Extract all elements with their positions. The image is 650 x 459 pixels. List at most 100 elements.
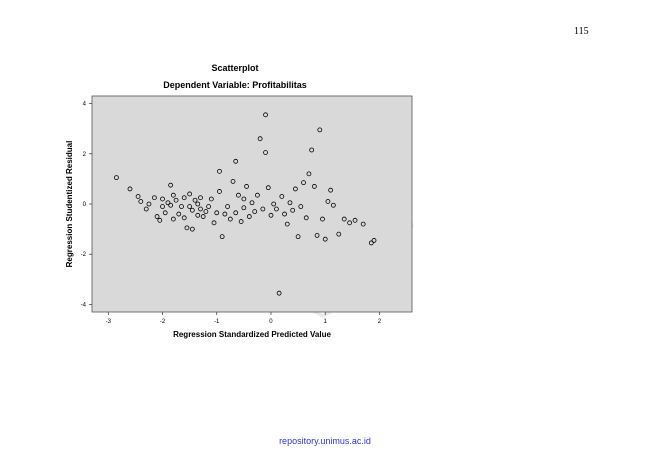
data-point [341,216,347,222]
x-tick-label: -2 [160,319,166,325]
y-tick-label: 2 [83,152,87,158]
x-tick-label: 2 [378,319,382,325]
x-tick-label: -1 [214,319,220,325]
data-point [282,211,287,217]
data-point [244,184,249,189]
y-tick-label: 4 [83,102,87,108]
chart-title: Scatterplot [211,63,259,73]
data-point [154,214,160,219]
data-point [179,204,184,209]
data-point [241,196,247,202]
data-point [165,200,171,206]
y-tick-label: -2 [81,252,87,258]
data-point [347,220,353,226]
data-point [230,178,236,184]
data-point [192,197,198,203]
chart-subtitle: Dependent Variable: Profitabilitas [163,80,307,90]
data-point [265,185,271,191]
data-point [170,216,176,222]
data-point [143,206,149,212]
y-tick-label: -4 [81,302,87,308]
data-point [303,215,309,221]
data-point [198,195,203,201]
data-point [219,234,225,240]
data-point [246,214,252,219]
data-point [249,200,255,206]
data-point [198,206,203,212]
data-point [168,182,174,188]
plot-area [91,95,413,313]
page-number: 115 [574,26,589,37]
data-point [189,207,195,213]
data-point [211,220,217,226]
data-point [189,226,195,232]
data-point [274,206,279,212]
data-point [233,210,239,216]
data-point [271,201,277,207]
data-point [168,202,174,208]
data-point [255,192,260,198]
data-point [252,209,258,214]
data-point [181,215,187,221]
data-point [203,209,209,214]
data-point [214,210,220,216]
data-point [276,290,282,296]
data-point [306,171,312,177]
data-point [311,184,317,189]
data-point [260,206,266,212]
data-point [371,238,377,243]
x-tick-label: 1 [324,319,328,325]
data-point [138,199,144,204]
repository-footer: repository.unimus.ac.id [279,436,371,446]
data-point [352,217,358,223]
data-point [233,158,239,164]
data-point [314,232,320,238]
data-point [227,216,233,222]
data-point [176,211,182,217]
data-point [187,204,193,209]
data-point [200,214,206,219]
data-point [328,187,334,193]
data-point [146,201,152,207]
data-point [292,186,298,192]
data-point [325,199,331,204]
data-point [309,147,315,153]
data-point [257,136,263,142]
data-point [195,212,201,218]
data-point [151,195,157,201]
data-point [330,202,336,208]
data-point [317,127,323,133]
data-point [157,217,163,223]
data-point [368,240,374,246]
data-point [360,221,366,227]
data-point [195,201,201,207]
data-point [135,194,141,199]
data-point [236,192,241,198]
data-point [320,216,325,222]
data-point [290,207,296,213]
data-point [184,225,190,231]
x-tick-label: -3 [106,319,112,325]
data-point [295,234,301,240]
data-point [279,194,285,199]
data-point [160,204,165,209]
data-point [206,204,212,209]
data-point [263,112,268,118]
x-tick-label: 0 [269,319,273,325]
data-point [162,210,168,216]
data-point [298,204,304,209]
data-point [173,197,179,203]
data-point [217,168,222,174]
data-point [268,212,274,218]
data-point [284,221,290,227]
data-point [301,180,306,186]
data-point [222,211,228,217]
data-point [208,196,214,202]
data-point [336,231,342,237]
data-point [225,204,230,209]
data-point [263,150,268,155]
y-tick-label: 0 [83,202,87,208]
data-point [160,196,165,202]
data-point [287,200,293,206]
